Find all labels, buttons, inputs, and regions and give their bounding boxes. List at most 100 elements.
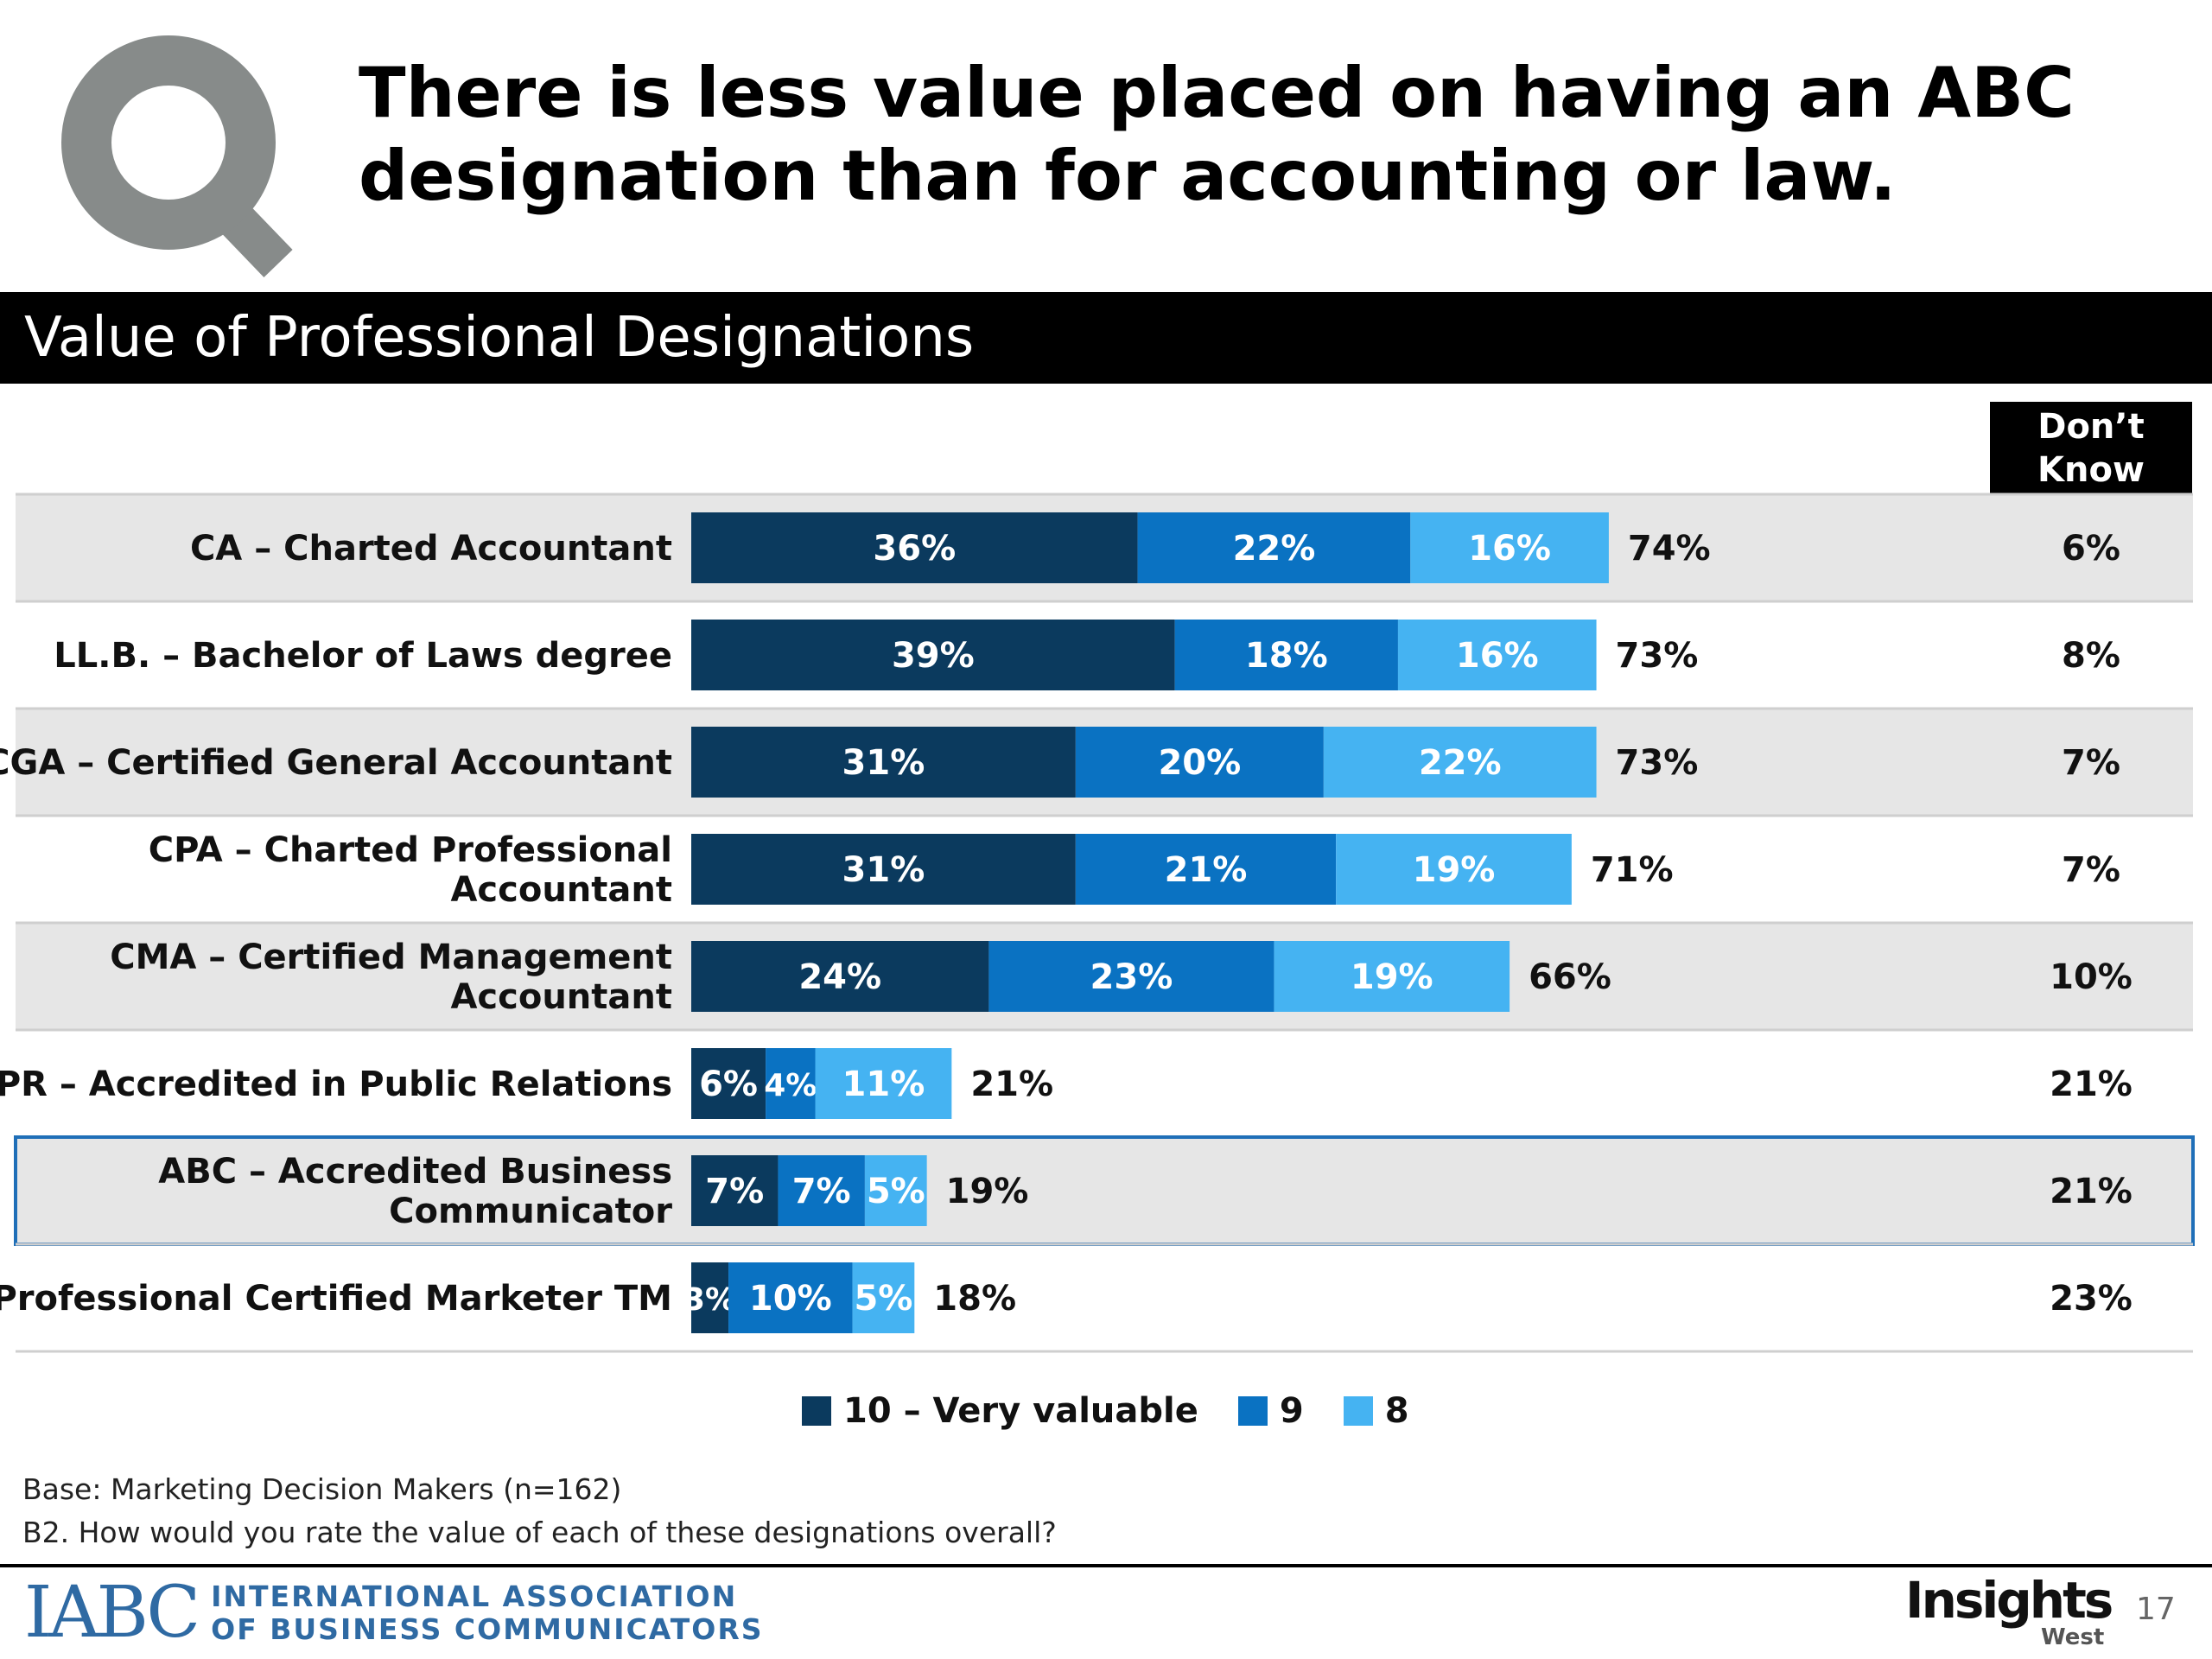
dont-know-header-line-1: Don’t [2037,407,2145,447]
page-number: 17 [2136,1592,2176,1627]
category-label: Accountant [450,870,672,910]
legend-item-8: 8 [1343,1391,1409,1431]
total-label: 66% [1529,957,1611,997]
bar-data-label: 10% [749,1279,832,1319]
bar-segment [1075,727,1324,798]
bar-segment [691,512,1138,583]
legend-swatch-9 [1237,1396,1268,1426]
category-label: CA – Charted Accountant [190,529,672,569]
bar-data-label: 22% [1233,529,1316,569]
bar-data-label: 31% [842,743,925,783]
dont-know-value: 6% [2062,529,2120,569]
bar-data-label: 22% [1419,743,1502,783]
headline-line-1: There is less value placed on having an … [359,53,2075,133]
section-band: Value of Professional Designations [0,292,2212,384]
dont-know-value: 21% [2050,1172,2133,1211]
iabc-logo-mark: IABC [24,1572,200,1654]
bar-segment [1336,834,1572,905]
page-title: There is less value placed on having an … [359,52,2130,218]
bar-segment [815,1048,952,1119]
bar-segment [1323,727,1597,798]
headline-line-2: designation than for accounting or law. [359,136,1897,216]
legend-swatch-10 [802,1396,831,1426]
dont-know-value: 23% [2050,1279,2133,1319]
iabc-logo: IABC INTERNATIONAL ASSOCIATION OF BUSINE… [24,1574,764,1652]
bar-data-label: 4% [764,1068,817,1103]
total-label: 71% [1591,850,1674,890]
bar-data-label: 11% [842,1065,925,1104]
bar-data-label: 5% [867,1172,925,1211]
bar-segment [1174,620,1398,690]
category-label: CMA – Certified Management [110,938,672,977]
dont-know-value: 8% [2062,636,2120,676]
footer-rule [0,1564,2212,1567]
iabc-logo-name: INTERNATIONAL ASSOCIATION OF BUSINESS CO… [211,1580,763,1646]
bar-segment [1137,512,1411,583]
category-label: CGA – Certified General Accountant [0,743,672,783]
bar-segment [691,1262,729,1333]
bar-data-label: 21% [1165,850,1248,890]
bar-data-label: 3% [683,1282,736,1318]
magnifying-glass-icon [61,35,293,277]
bar-segment [691,1048,766,1119]
bar-segment [988,941,1274,1012]
chart-legend: 10 – Very valuable 9 8 [802,1389,1449,1433]
category-label: Professional Certified Marketer TM [0,1279,672,1319]
question-footnote: B2. How would you rate the value of each… [22,1516,1057,1549]
total-label: 19% [946,1172,1029,1211]
dont-know-value: 7% [2062,850,2120,890]
bar-segment [691,1155,779,1226]
dont-know-value: 21% [2050,1065,2133,1104]
bar-segment [852,1262,915,1333]
bar-data-label: 19% [1351,957,1433,997]
legend-swatch-8 [1343,1396,1373,1426]
bar-segment [728,1262,853,1333]
bar-data-label: 7% [792,1172,851,1211]
bar-segment [1410,512,1609,583]
legend-item-9: 9 [1237,1391,1304,1431]
bar-segment [864,1155,927,1226]
dont-know-header: Don’t Know [1990,402,2192,493]
category-label: LL.B. – Bachelor of Laws degree [54,636,672,676]
category-label: CPA – Charted Professional [149,830,672,870]
legend-label-9: 9 [1279,1391,1304,1431]
iabc-name-line-1: INTERNATIONAL ASSOCIATION [211,1580,738,1613]
bar-segment [691,834,1076,905]
total-label: 73% [1616,743,1699,783]
bar-segment [1397,620,1597,690]
insights-west-logo-main: Insights [1905,1571,2113,1630]
dont-know-value: 10% [2050,957,2133,997]
bar-data-label: 23% [1090,957,1173,997]
base-footnote: Base: Marketing Decision Makers (n=162) [22,1472,622,1506]
bar-data-label: 6% [699,1065,758,1104]
category-label: Accountant [450,977,672,1017]
insights-west-logo: Insights West [1905,1571,2113,1650]
bar-data-label: 18% [1245,636,1328,676]
bar-data-label: 16% [1456,636,1539,676]
section-title: Value of Professional Designations [24,306,975,370]
category-label: APR – Accredited in Public Relations [0,1065,672,1104]
bar-data-label: 19% [1413,850,1496,890]
legend-label-10: 10 – Very valuable [843,1391,1198,1431]
category-label: ABC – Accredited Business [158,1152,672,1192]
bar-segment [691,727,1076,798]
bar-segment [766,1048,816,1119]
legend-label-8: 8 [1384,1391,1409,1431]
bar-data-label: 7% [705,1172,764,1211]
total-label: 73% [1616,636,1699,676]
total-label: 74% [1628,529,1711,569]
dont-know-value: 7% [2062,743,2120,783]
dont-know-header-line-2: Know [2037,450,2145,490]
bar-data-label: 20% [1158,743,1241,783]
bar-segment [691,620,1175,690]
legend-item-10: 10 – Very valuable [802,1391,1198,1431]
row-background [16,1137,2193,1244]
insights-west-logo-sub: West [2041,1624,2105,1650]
bar-segment [1075,834,1337,905]
category-label: Communicator [389,1192,672,1231]
bar-data-label: 5% [854,1279,912,1319]
bar-data-label: 39% [892,636,975,676]
bar-data-label: 36% [873,529,956,569]
stacked-bar-chart: CA – Charted Accountant 36% 22% 16% 74% 6% LL.… [0,493,2195,1353]
total-label: 21% [970,1065,1053,1104]
